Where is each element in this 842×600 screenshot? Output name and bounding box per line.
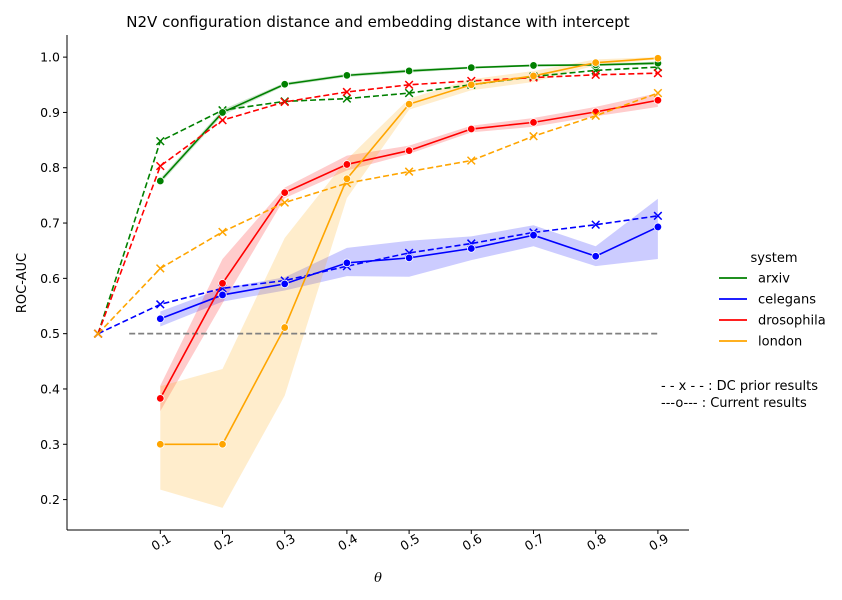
axes: 0.2 0.3 0.4 0.5 0.6 0.7 0.8 0.9 1.0 0.1 0.2 0.3 0.4 0… xyxy=(15,35,689,586)
dc-prior-point-arxiv xyxy=(342,94,352,103)
current-point-drosophila xyxy=(218,279,227,288)
x-tick-label: 0.3 xyxy=(273,531,298,554)
dc-prior-point-london xyxy=(93,329,103,338)
dc-prior-point-london xyxy=(529,131,538,141)
y-tick-label: 0.6 xyxy=(40,271,60,286)
x-tick-label: 0.5 xyxy=(397,531,422,554)
current-point-drosophila xyxy=(404,146,414,155)
x-axis-label: θ xyxy=(374,571,382,586)
dc-prior-line-drosophila xyxy=(97,72,658,334)
current-point-celegans xyxy=(529,231,538,240)
current-point-celegans xyxy=(591,252,600,261)
dc-prior-point-drosophila xyxy=(280,97,290,107)
current-point-arxiv xyxy=(529,61,538,70)
current-point-london xyxy=(591,58,600,67)
current-point-drosophila xyxy=(342,160,352,169)
dc-prior-line-arxiv xyxy=(97,66,658,334)
y-tick-label: 0.9 xyxy=(40,105,60,120)
dc-prior-point-london xyxy=(653,88,663,98)
current-line-arxiv xyxy=(159,62,658,182)
y-axis-label: ROC-AUC xyxy=(15,253,30,313)
current-point-drosophila xyxy=(156,394,165,403)
current-point-london xyxy=(404,99,414,109)
dc-prior-point-drosophila xyxy=(218,115,227,125)
x-tick-label: 0.2 xyxy=(211,531,236,554)
dc-prior-point-drosophila xyxy=(342,87,352,97)
dc-prior-point-drosophila xyxy=(155,161,165,171)
dc-prior-point-celegans xyxy=(653,211,663,221)
legend-label-london: london xyxy=(758,335,802,350)
current-point-arxiv xyxy=(404,66,414,76)
current-point-drosophila xyxy=(280,188,289,197)
current-point-arxiv xyxy=(218,108,227,117)
dc-prior-point-london xyxy=(466,156,476,165)
dc-prior-point-drosophila xyxy=(653,68,663,78)
band-celegans xyxy=(160,198,658,327)
current-point-london xyxy=(653,54,663,63)
current-point-arxiv xyxy=(280,80,289,89)
note-current: ---o--- : Current results xyxy=(661,396,807,411)
current-point-celegans xyxy=(653,222,663,232)
y-tick-label: 0.4 xyxy=(40,381,60,396)
confidence-bands xyxy=(160,57,658,508)
current-point-celegans xyxy=(156,314,165,323)
x-tick-label: 0.8 xyxy=(584,531,609,554)
legend-title: system xyxy=(751,251,798,266)
dc-prior-point-london xyxy=(155,264,165,273)
current-point-drosophila xyxy=(529,118,538,127)
current-point-celegans xyxy=(467,244,476,253)
dc-prior-point-london xyxy=(591,111,601,121)
dc-prior-point-london xyxy=(218,227,227,237)
current-point-celegans xyxy=(342,258,352,268)
current-point-celegans xyxy=(218,290,227,300)
y-tick-label: 0.7 xyxy=(40,216,60,231)
y-tick-label: 0.3 xyxy=(40,437,60,452)
dc-prior-point-london xyxy=(404,167,414,176)
dc-prior-point-celegans xyxy=(591,220,601,230)
dc-prior-point-drosophila xyxy=(591,70,601,80)
current-point-drosophila xyxy=(653,96,663,105)
current-point-arxiv xyxy=(467,63,476,72)
x-tick-label: 0.4 xyxy=(335,531,360,554)
chart-title: N2V configuration distance and embedding… xyxy=(126,13,630,31)
dc-prior-point-london xyxy=(280,198,290,207)
dc-prior-point-drosophila xyxy=(404,80,414,90)
current-point-london xyxy=(280,323,289,332)
current-point-arxiv xyxy=(342,71,352,80)
current-point-london xyxy=(342,174,352,183)
current-point-drosophila xyxy=(591,107,600,117)
x-tick-label: 0.1 xyxy=(149,531,174,554)
legend-label-drosophila: drosophila xyxy=(758,314,826,329)
series-markers xyxy=(93,54,663,449)
current-point-london xyxy=(218,440,227,449)
x-tick-label: 0.7 xyxy=(522,531,547,554)
y-tick-label: 0.2 xyxy=(40,492,60,507)
current-point-london xyxy=(529,71,538,81)
dc-prior-point-celegans xyxy=(155,300,165,309)
current-point-london xyxy=(156,440,165,449)
dc-prior-line-london xyxy=(97,92,659,335)
current-point-arxiv xyxy=(156,176,165,186)
current-point-drosophila xyxy=(467,124,476,134)
dc-prior-point-arxiv xyxy=(404,88,414,98)
y-tick-label: 0.8 xyxy=(40,160,60,175)
legend-label-arxiv: arxiv xyxy=(758,272,790,287)
current-point-celegans xyxy=(404,253,414,263)
current-point-london xyxy=(467,80,476,89)
x-tick-label: 0.9 xyxy=(646,531,671,554)
y-tick-label: 0.5 xyxy=(40,326,60,341)
band-london xyxy=(160,57,658,508)
dc-prior-line-celegans xyxy=(97,215,659,335)
note-dc-prior: - - x - - : DC prior results xyxy=(661,379,819,394)
x-tick-label: 0.6 xyxy=(460,531,485,554)
legend-label-celegans: celegans xyxy=(758,293,816,308)
dc-prior-point-arxiv xyxy=(155,136,165,146)
legend: system arxiv celegans drosophila london xyxy=(719,251,826,350)
y-tick-label: 1.0 xyxy=(40,50,60,65)
current-point-celegans xyxy=(280,279,289,289)
band-arxiv xyxy=(160,61,658,184)
